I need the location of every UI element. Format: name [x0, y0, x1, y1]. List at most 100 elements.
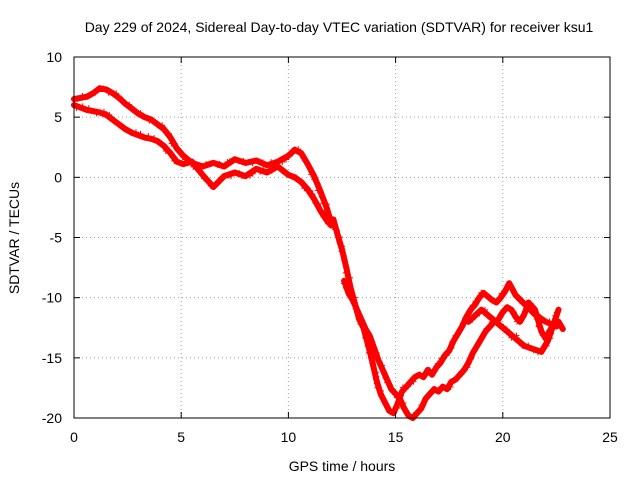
data-point — [439, 383, 446, 390]
marker — [397, 398, 404, 405]
marker — [379, 394, 386, 401]
marker — [159, 122, 166, 129]
marker — [465, 311, 472, 318]
data-point — [527, 345, 534, 352]
marker — [171, 158, 178, 165]
marker — [268, 167, 275, 174]
marker — [177, 160, 184, 167]
marker — [151, 135, 158, 142]
marker — [405, 383, 412, 390]
data-point — [381, 399, 388, 406]
data-point — [141, 114, 148, 121]
data-point — [231, 169, 238, 176]
marker — [539, 332, 546, 339]
marker — [490, 318, 497, 325]
data-point — [371, 345, 378, 352]
marker — [150, 118, 157, 125]
marker — [533, 315, 540, 322]
data-point — [366, 333, 373, 340]
data-point — [161, 126, 168, 133]
marker — [249, 170, 256, 177]
marker — [301, 156, 308, 163]
marker — [295, 146, 302, 153]
marker — [373, 380, 380, 387]
marker — [196, 167, 203, 174]
marker — [482, 306, 489, 313]
marker — [325, 220, 332, 227]
data-point — [422, 395, 429, 402]
marker — [226, 158, 233, 165]
marker — [257, 168, 264, 175]
marker — [364, 343, 371, 350]
data-point — [411, 374, 418, 381]
data-point — [431, 386, 438, 393]
y-tick-label: 10 — [46, 49, 62, 65]
marker — [513, 332, 520, 339]
data-point — [450, 337, 457, 344]
chart-title: Day 229 of 2024, Sidereal Day-to-day VTE… — [85, 19, 594, 35]
data-point — [274, 163, 281, 170]
marker — [540, 344, 547, 351]
data-point — [304, 161, 311, 168]
data-point — [199, 171, 206, 178]
data-point — [161, 143, 168, 150]
marker — [355, 311, 362, 318]
marker — [428, 389, 435, 396]
marker — [214, 180, 221, 187]
data-point — [435, 388, 442, 395]
marker — [341, 280, 348, 287]
marker — [459, 320, 466, 327]
marker — [422, 372, 429, 379]
data-point — [474, 342, 481, 349]
marker — [386, 381, 393, 388]
marker — [363, 329, 370, 336]
marker — [228, 173, 235, 180]
marker — [341, 257, 348, 264]
marker — [352, 305, 359, 312]
marker — [547, 335, 554, 342]
marker — [369, 360, 376, 367]
data-point — [377, 390, 384, 397]
marker — [336, 238, 343, 245]
data-point — [465, 318, 472, 325]
marker — [359, 321, 366, 328]
data-series — [71, 85, 566, 421]
marker — [207, 182, 214, 189]
marker — [410, 412, 417, 419]
marker — [503, 285, 510, 292]
data-point — [263, 169, 270, 176]
marker — [374, 384, 381, 391]
data-point — [448, 378, 455, 385]
data-point — [538, 348, 545, 355]
data-point — [343, 264, 350, 271]
marker — [260, 166, 267, 173]
data-point — [459, 323, 466, 330]
marker — [421, 399, 428, 406]
marker — [320, 200, 327, 207]
marker — [190, 163, 197, 170]
marker — [495, 321, 502, 328]
marker — [342, 284, 349, 291]
marker — [145, 133, 152, 140]
data-point — [512, 313, 519, 320]
marker — [320, 213, 327, 220]
data-point — [298, 179, 305, 186]
data-point — [154, 138, 161, 145]
marker — [483, 310, 490, 317]
marker — [527, 300, 534, 307]
marker — [505, 328, 512, 335]
marker — [311, 176, 318, 183]
marker — [379, 362, 386, 369]
data-point — [433, 364, 440, 371]
data-point — [154, 121, 161, 128]
marker — [476, 339, 483, 346]
marker — [293, 176, 300, 183]
data-point — [311, 195, 318, 202]
marker — [365, 349, 372, 356]
marker — [434, 360, 441, 367]
data-point — [555, 306, 562, 313]
marker — [162, 129, 169, 136]
data-point — [167, 134, 174, 141]
marker — [518, 316, 525, 323]
